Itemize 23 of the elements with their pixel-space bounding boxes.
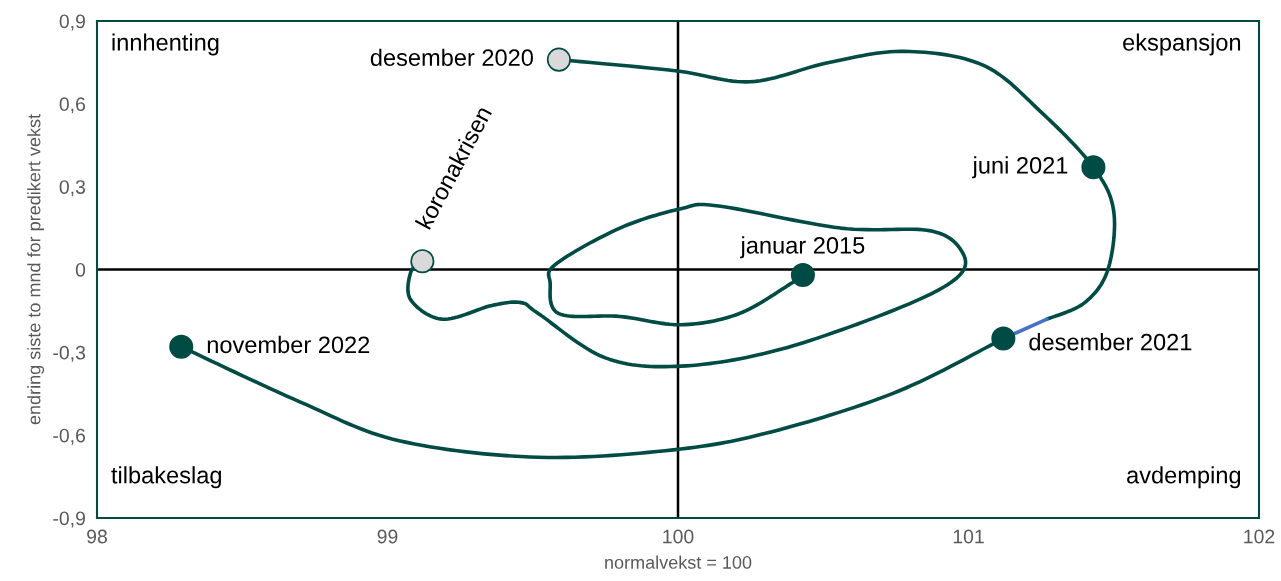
annotation: avdemping xyxy=(1127,466,1241,489)
annotation: desember 2021 xyxy=(1029,333,1192,351)
y-tick-label: 0,9 xyxy=(59,14,85,31)
annotation: innhenting xyxy=(112,33,219,56)
y-tick-label: -0,3 xyxy=(53,345,86,362)
y-tick-label: -0,6 xyxy=(53,428,86,445)
y-tick-label: 0 xyxy=(75,262,86,277)
x-tick-label: 99 xyxy=(377,529,398,544)
x-tick-label: 102 xyxy=(1244,529,1275,544)
annotation: juni 2021 xyxy=(972,156,1068,179)
x-axis-title: normalvekst = 100 xyxy=(605,555,752,569)
x-tick-label: 98 xyxy=(87,529,107,544)
x-tick-label: 100 xyxy=(663,529,694,544)
annotation: tilbakeslag xyxy=(111,466,221,489)
annotation: januar 2015 xyxy=(739,236,865,259)
y-tick-label: -0,9 xyxy=(53,511,85,528)
y-tick-label: 0,3 xyxy=(59,180,86,197)
annotation: ekspansjon xyxy=(1123,33,1241,56)
annotation: desember 2020 xyxy=(370,48,533,66)
y-axis-title: endring siste to mnd for predikert vekst xyxy=(27,114,45,425)
annotation: november 2022 xyxy=(207,335,370,354)
x-tick-label: 101 xyxy=(953,529,984,544)
y-tick-label: 0,6 xyxy=(59,97,86,114)
